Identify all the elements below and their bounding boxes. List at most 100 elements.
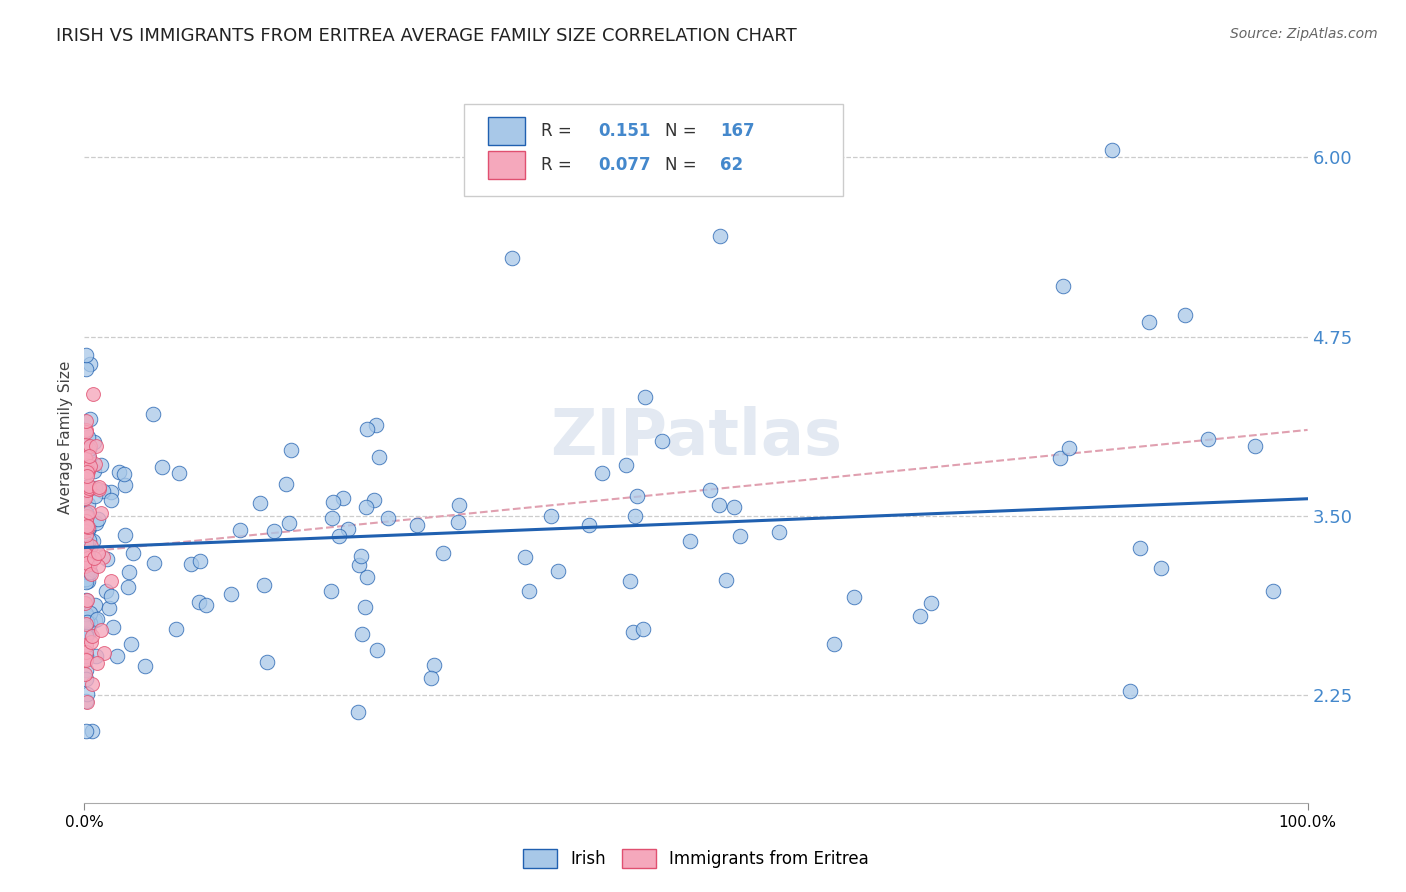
Point [908,609,931,624]
Point [280,442,302,457]
Point [626,488,648,502]
Point [75,451,97,466]
Point [73,666,96,681]
Point [337,522,360,536]
Point [79,606,101,620]
Point [75,509,97,524]
Point [91,550,114,565]
Point [278,516,301,530]
Point [80,635,103,649]
Point [347,558,370,573]
Point [75,508,97,522]
Point [188,554,211,568]
Point [75,653,97,667]
Point [707,498,730,512]
Point [93,646,115,660]
Point [249,496,271,510]
Point [87,482,110,496]
Point [1119,683,1142,698]
Point [920,595,942,609]
Point [423,658,446,673]
Point [86,648,108,663]
Point [76,518,98,533]
Point [1049,450,1071,465]
Point [346,705,368,719]
Point [547,564,569,578]
Point [79,557,101,571]
Point [75,616,97,631]
Point [75,362,97,376]
Point [76,458,98,472]
Point [77,533,100,548]
Text: N =: N = [665,156,702,174]
Point [229,524,252,538]
Point [75,414,97,428]
Point [723,500,745,514]
Point [77,478,100,492]
Point [79,458,101,473]
Point [76,548,98,562]
Point [354,600,377,615]
Point [77,482,100,496]
Point [86,439,108,453]
Point [354,500,377,514]
Point [447,515,470,529]
Point [108,465,131,479]
Point [73,491,96,506]
Point [420,671,443,685]
Point [75,645,97,659]
Point [73,461,96,475]
Point [75,672,97,686]
Point [513,549,536,564]
Point [842,590,865,604]
Point [591,467,613,481]
Point [77,451,100,466]
Point [76,550,98,565]
Text: Source: ZipAtlas.com: Source: ZipAtlas.com [1230,27,1378,41]
Point [75,516,97,531]
Point [366,643,388,657]
Point [76,547,98,561]
Point [76,542,98,557]
Point [84,516,107,531]
Point [90,506,112,520]
Point [77,522,100,536]
Point [73,450,96,465]
Point [77,450,100,465]
Point [73,652,96,666]
Point [367,450,389,464]
Text: ZIPatlas: ZIPatlas [550,406,842,468]
Point [76,535,98,549]
Point [76,551,98,566]
Point [75,438,97,452]
Point [76,695,98,709]
Point [1174,308,1197,322]
Point [75,547,97,561]
Point [332,491,354,505]
Y-axis label: Average Family Size: Average Family Size [58,360,73,514]
Point [100,484,122,499]
Point [76,541,98,556]
Point [75,629,97,643]
FancyBboxPatch shape [464,104,842,195]
Point [75,612,97,626]
Point [77,521,100,535]
Point [82,629,104,643]
Point [699,483,721,497]
Point [75,547,97,561]
Point [84,489,107,503]
Text: R =: R = [541,121,576,140]
Point [79,565,101,579]
Point [77,464,100,478]
Point [83,457,105,471]
Point [624,509,647,524]
Point [76,560,98,574]
Point [100,589,122,603]
Point [621,624,644,639]
Point [634,390,657,404]
Point [614,458,637,473]
Point [76,593,98,607]
Point [87,558,110,573]
Point [349,549,371,563]
Point [1150,561,1173,575]
